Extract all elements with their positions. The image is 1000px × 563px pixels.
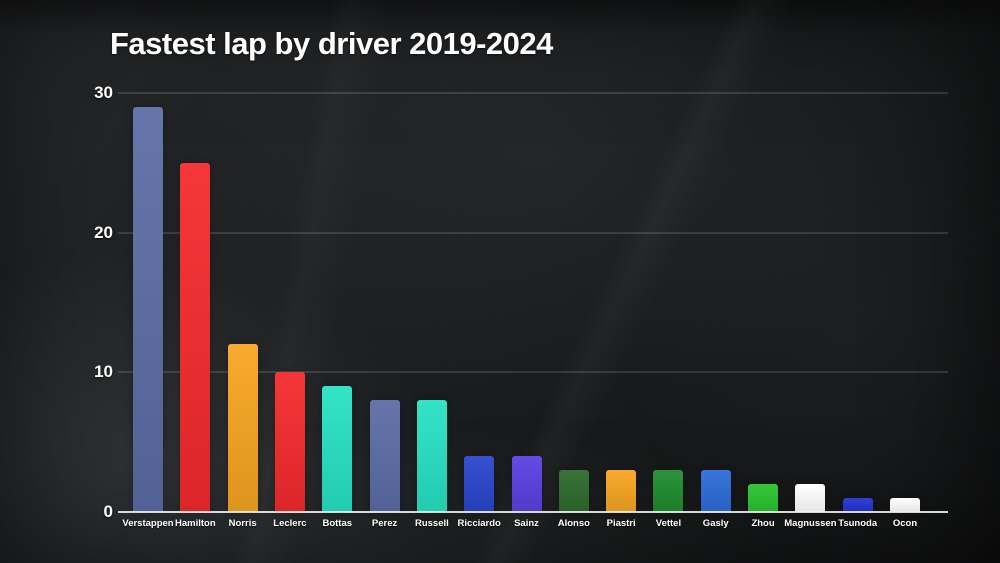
x-axis-line: [118, 511, 948, 513]
bar-label: Alonso: [557, 518, 590, 529]
bar-verstappen: [133, 106, 163, 512]
bar-gasly: [700, 470, 731, 512]
bar-column: Tsunoda: [838, 93, 877, 529]
y-tick-label: 0: [103, 502, 113, 521]
bar-label: Russell: [414, 518, 449, 529]
bar-column: Verstappen: [122, 93, 174, 529]
bar-label: Zhou: [751, 518, 775, 529]
bar-column: Russell: [415, 93, 449, 529]
bar-column: Hamilton: [175, 93, 216, 529]
bar-label: Bottas: [322, 518, 353, 529]
y-tick-label: 20: [94, 222, 113, 242]
bar-vettel: [653, 470, 684, 512]
bar-column: Gasly: [700, 93, 731, 529]
bar-ricciardo: [464, 456, 495, 512]
bar-russell: [416, 400, 447, 512]
bar-column: Ocon: [890, 93, 920, 529]
bar-column: Perez: [369, 93, 400, 529]
bar-hamilton: [180, 162, 211, 512]
bar-label: Magnussen: [784, 518, 837, 529]
y-tick-label: 10: [94, 362, 113, 382]
bar-column: Sainz: [511, 93, 542, 529]
bar-label: Tsunoda: [838, 518, 878, 529]
bar-label: Ocon: [892, 518, 918, 529]
bar-label: Perez: [371, 518, 398, 529]
bar-label: Piastri: [606, 518, 636, 529]
bar-column: Magnussen: [784, 93, 837, 529]
y-axis: 0 10 20 30: [75, 83, 113, 521]
bar-label: Gasly: [702, 518, 729, 529]
bar-label: Hamilton: [174, 518, 216, 529]
bar-label: Vettel: [655, 518, 682, 529]
bar-column: Ricciardo: [458, 93, 501, 529]
chart-title: Fastest lap by driver 2019-2024: [110, 26, 553, 61]
bar-column: Zhou: [748, 93, 779, 529]
bar-column: Leclerc: [273, 93, 307, 529]
bar-column: Alonso: [558, 93, 590, 529]
chart-area: 0 10 20 30 Verstappen Hamilton Norris Leclerc B…: [94, 83, 948, 529]
bar-column: Piastri: [606, 93, 637, 529]
bar-leclerc: [274, 372, 305, 512]
bar-column: Bottas: [322, 93, 353, 529]
bar-sainz: [511, 456, 542, 512]
bar-label: Verstappen: [122, 518, 174, 529]
bar-ocon: [890, 498, 920, 512]
bar-label: Leclerc: [273, 518, 307, 529]
bar-bottas: [322, 386, 353, 512]
plot-area: Verstappen Hamilton Norris Leclerc Bottas Per…: [122, 93, 920, 529]
bar-tsunoda: [842, 498, 873, 512]
bar-magnussen: [795, 484, 826, 512]
bar-perez: [369, 400, 400, 512]
bar-alonso: [558, 470, 589, 512]
bar-column: Vettel: [653, 93, 684, 529]
bar-label: Norris: [228, 518, 257, 529]
bar-column: Norris: [227, 93, 258, 529]
bar-piastri: [606, 470, 637, 512]
bar-zhou: [748, 484, 779, 512]
bar-norris: [227, 344, 258, 512]
y-tick-label: 30: [94, 83, 113, 102]
bar-label: Ricciardo: [457, 518, 501, 529]
bar-label: Sainz: [514, 518, 539, 529]
